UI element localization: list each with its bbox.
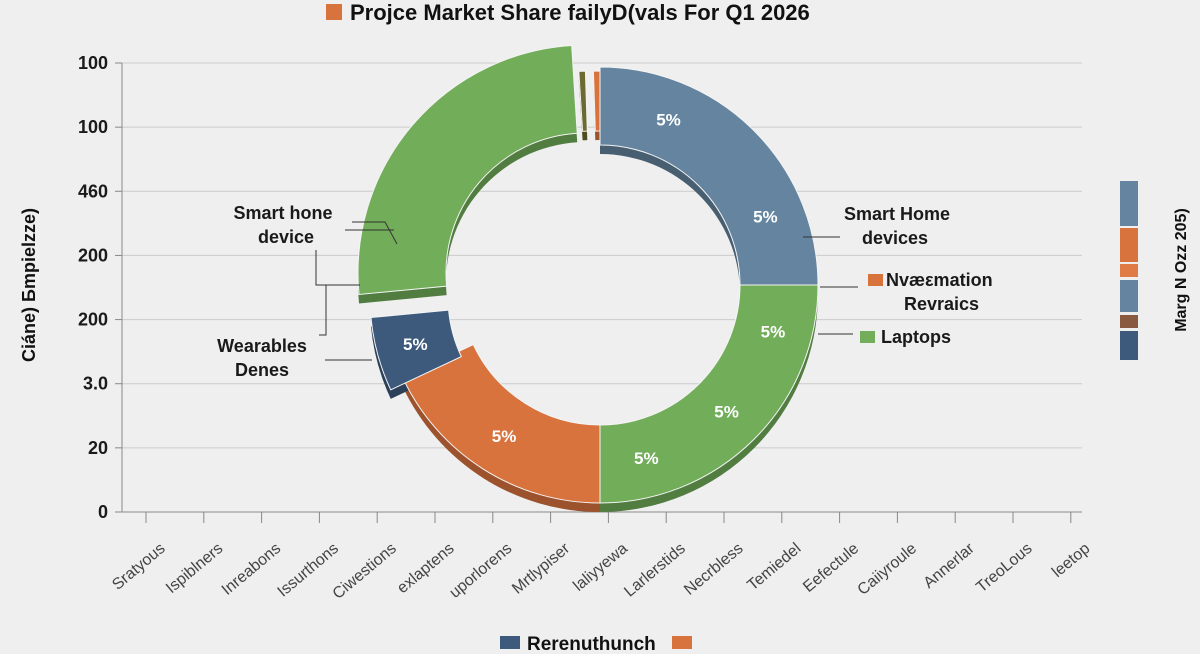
right-legend-swatch (1120, 181, 1138, 226)
y-tick-label: 200 (78, 245, 108, 265)
segment-data-label: 5% (761, 322, 786, 341)
annotation-nvaemation-2: Revraics (904, 294, 979, 314)
x-tick-label: Caiiyroule (855, 540, 921, 599)
annotation-laptops: Laptops (881, 327, 951, 347)
y-tick-label: 100 (78, 117, 108, 137)
annotation-swatch-green (860, 331, 875, 343)
right-legend-label: Marg N Ozz 205) (1173, 208, 1190, 332)
y-tick-label: 0 (98, 502, 108, 522)
x-tick-label: leetop (1049, 540, 1093, 581)
segment-data-label: 5% (656, 111, 681, 130)
x-tick-label: Ciwestions (330, 540, 400, 603)
annotations (315, 221, 858, 361)
right-legend-swatch (1120, 280, 1138, 312)
donut: 5% 5% 5% 5% 5% 5% 5% (357, 44, 819, 512)
chart-title: Projce Market Share failyD(vals For Q1 2… (350, 0, 810, 25)
x-tick-label: Necrbless (681, 540, 746, 599)
donut-segment (599, 66, 819, 286)
x-tick-label: TreoLous (973, 540, 1035, 596)
y-axis-label: Ciáne) Ƃmpielzze) (19, 208, 39, 362)
segment-data-label: 5% (492, 427, 517, 446)
x-tick-label: uporlorens (447, 540, 516, 602)
right-legend-swatch (1120, 228, 1138, 262)
right-legend-swatch (1120, 315, 1138, 328)
donut-segment (578, 70, 588, 132)
leader-line (315, 250, 360, 286)
annotation-smart-home-left-1: Smart hone (233, 203, 332, 223)
y-tick-label: 200 (78, 310, 108, 330)
x-tick-label: Annerlar (921, 540, 979, 592)
annotation-smart-home-right-2: devices (862, 228, 928, 248)
leader-line (319, 285, 327, 336)
x-tick-label: Temiedel (744, 540, 804, 594)
y-tick-label: 3.0 (83, 374, 108, 394)
leader-line (345, 221, 398, 245)
donut-segment (370, 309, 462, 391)
bottom-legend-swatch-navy (500, 636, 520, 649)
segment-data-label: 5% (753, 207, 778, 226)
annotation-wearables-1: Wearables (217, 336, 307, 356)
y-tick-label: 20 (88, 438, 108, 458)
x-axis-ticks: SratyousIspiblnersInreabonsIssurthonsCiw… (109, 512, 1093, 603)
segment-data-label: 5% (634, 449, 659, 468)
annotation-nvaemation-1: Nvæεmation (886, 270, 993, 290)
donut-segment (599, 284, 819, 504)
bottom-legend-label: Rerenuthunch (527, 634, 656, 654)
x-tick-label: Mrtlypiser (509, 540, 574, 598)
segment-data-label: 5% (403, 335, 428, 354)
x-tick-label: Eefectule (800, 540, 862, 596)
y-tick-label: 460 (78, 181, 108, 201)
bottom-legend-swatch-orange (672, 636, 692, 649)
annotation-smart-home-right-1: Smart Home (844, 204, 950, 224)
x-tick-label: Sratyous (109, 540, 168, 594)
segment-data-label: 5% (714, 403, 739, 422)
annotation-wearables-2: Denes (235, 360, 289, 380)
right-legend-swatch (1120, 331, 1138, 360)
right-legend (1120, 181, 1138, 360)
right-legend-swatch (1120, 264, 1138, 277)
title-marker (326, 4, 342, 20)
annotation-swatch-orange (868, 274, 883, 286)
x-tick-label: Inreabons (219, 540, 284, 599)
annotation-smart-home-left-2: device (258, 227, 314, 247)
donut-segment (357, 44, 578, 296)
x-tick-label: Ispiblners (163, 540, 226, 597)
x-tick-label: Larlerstids (621, 540, 688, 600)
y-tick-label: 100 (78, 53, 108, 73)
donut-segment (592, 70, 601, 132)
